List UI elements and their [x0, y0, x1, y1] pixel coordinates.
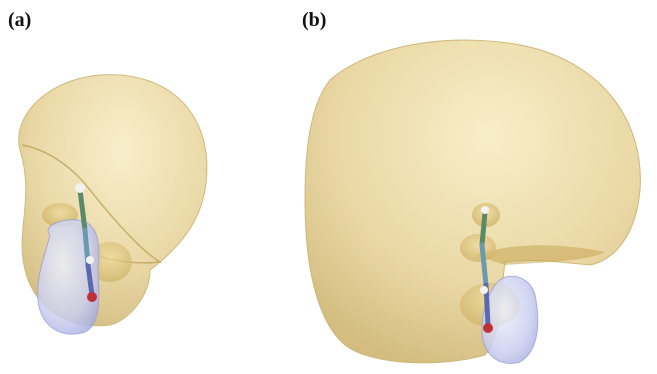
panel-b: (b) [302, 9, 640, 363]
panel-label: (b) [302, 9, 326, 31]
figure: (a) (b) [0, 0, 657, 374]
panel-a: (a) [8, 9, 207, 334]
small-lobe [460, 234, 496, 262]
panel-label: (a) [8, 9, 31, 31]
